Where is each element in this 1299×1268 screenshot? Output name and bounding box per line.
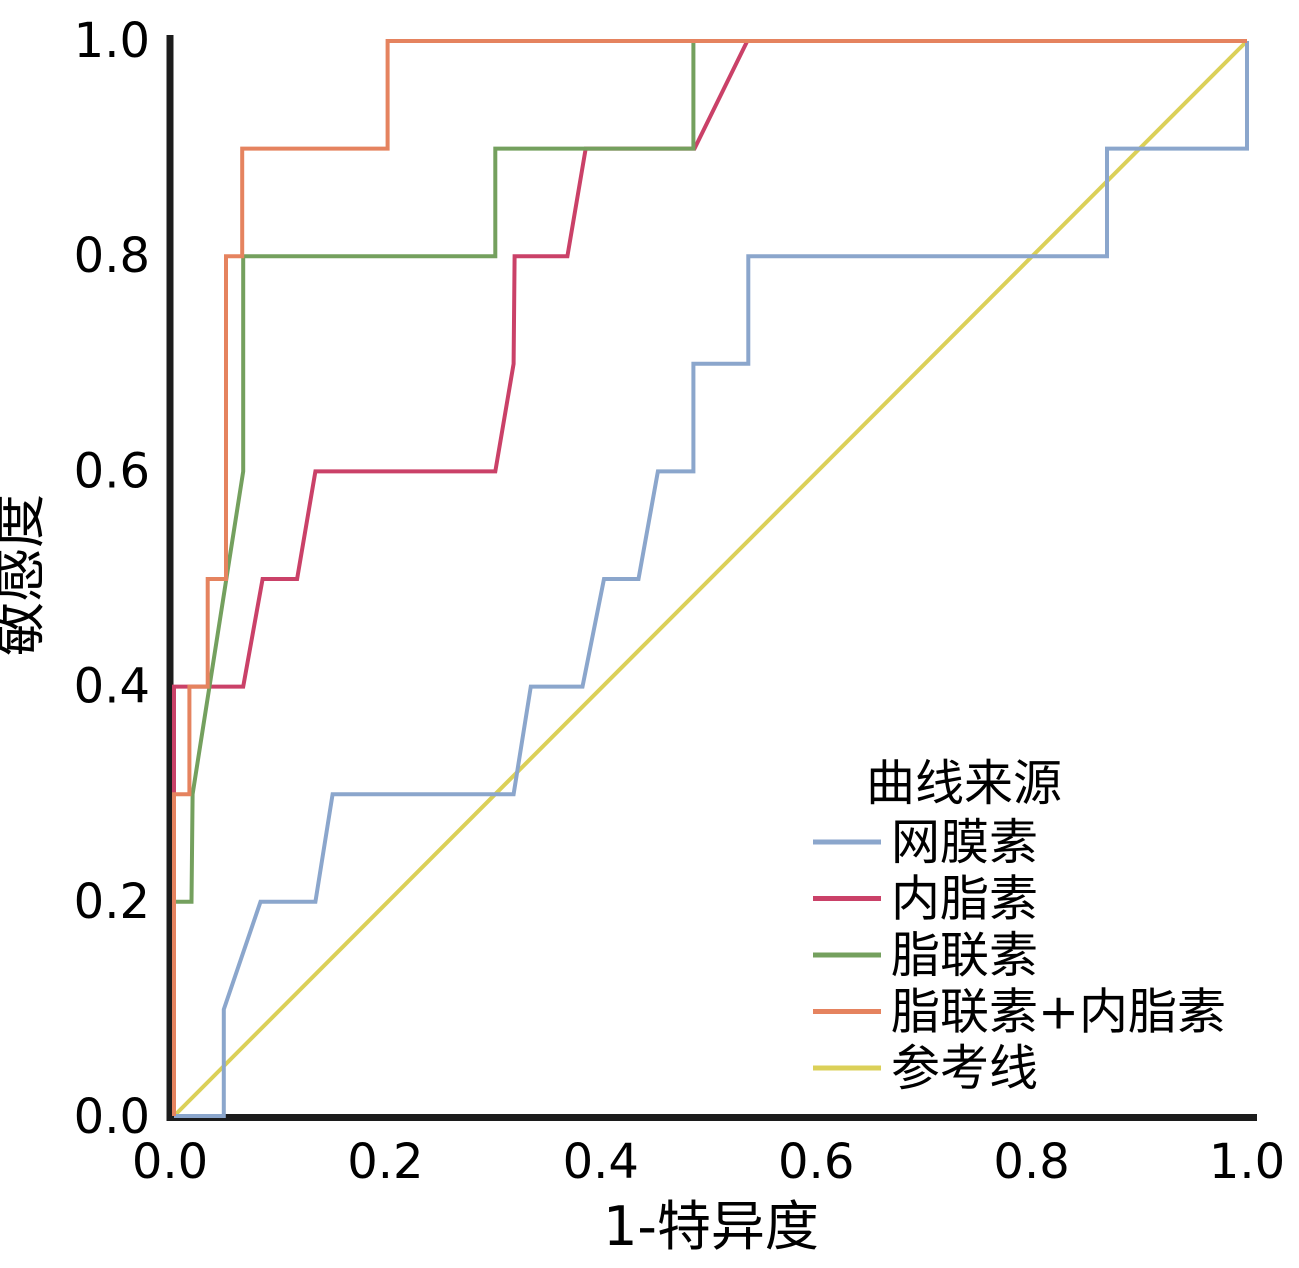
y-tick-label-3: 0.6 [74,443,150,499]
y-tick-label-4: 0.8 [74,228,150,284]
y-axis-title: 敏感度 [0,494,51,656]
roc-curve-0 [174,41,1249,1118]
legend-label-1: 内脂素 [891,871,1038,928]
legend-label-2: 脂联素 [891,927,1038,984]
curves-layer [172,39,1249,1118]
x-tick-label-5: 1.0 [1209,1134,1285,1190]
x-axis-title: 1-特异度 [603,1195,819,1258]
legend-label-3: 脂联素+内脂素 [891,984,1226,1041]
roc-curve-4 [172,39,1249,1118]
x-tick-label-2: 0.4 [563,1134,639,1190]
y-tick-label-2: 0.4 [74,659,150,715]
legend-title: 曲线来源 [866,755,1062,812]
x-tick-label-1: 0.2 [347,1134,423,1190]
axes-layer [166,35,1257,1121]
legend-label-0: 网膜素 [891,814,1038,871]
y-tick-label-0: 0.0 [74,1089,150,1145]
legend-label-4: 参考线 [891,1040,1038,1097]
x-tick-label-4: 0.8 [993,1134,1069,1190]
x-tick-label-3: 0.6 [778,1134,854,1190]
y-tick-label-5: 1.0 [74,13,150,69]
y-tick-label-1: 0.2 [74,874,150,930]
x-tick-label-0: 0.0 [132,1134,208,1190]
roc-curve-3 [172,39,1247,1116]
ticks-layer: 0.0 0.2 0.4 0.6 0.8 1.0 0.0 0.2 0.4 0.6 0.8 1.0 [74,13,1286,1190]
